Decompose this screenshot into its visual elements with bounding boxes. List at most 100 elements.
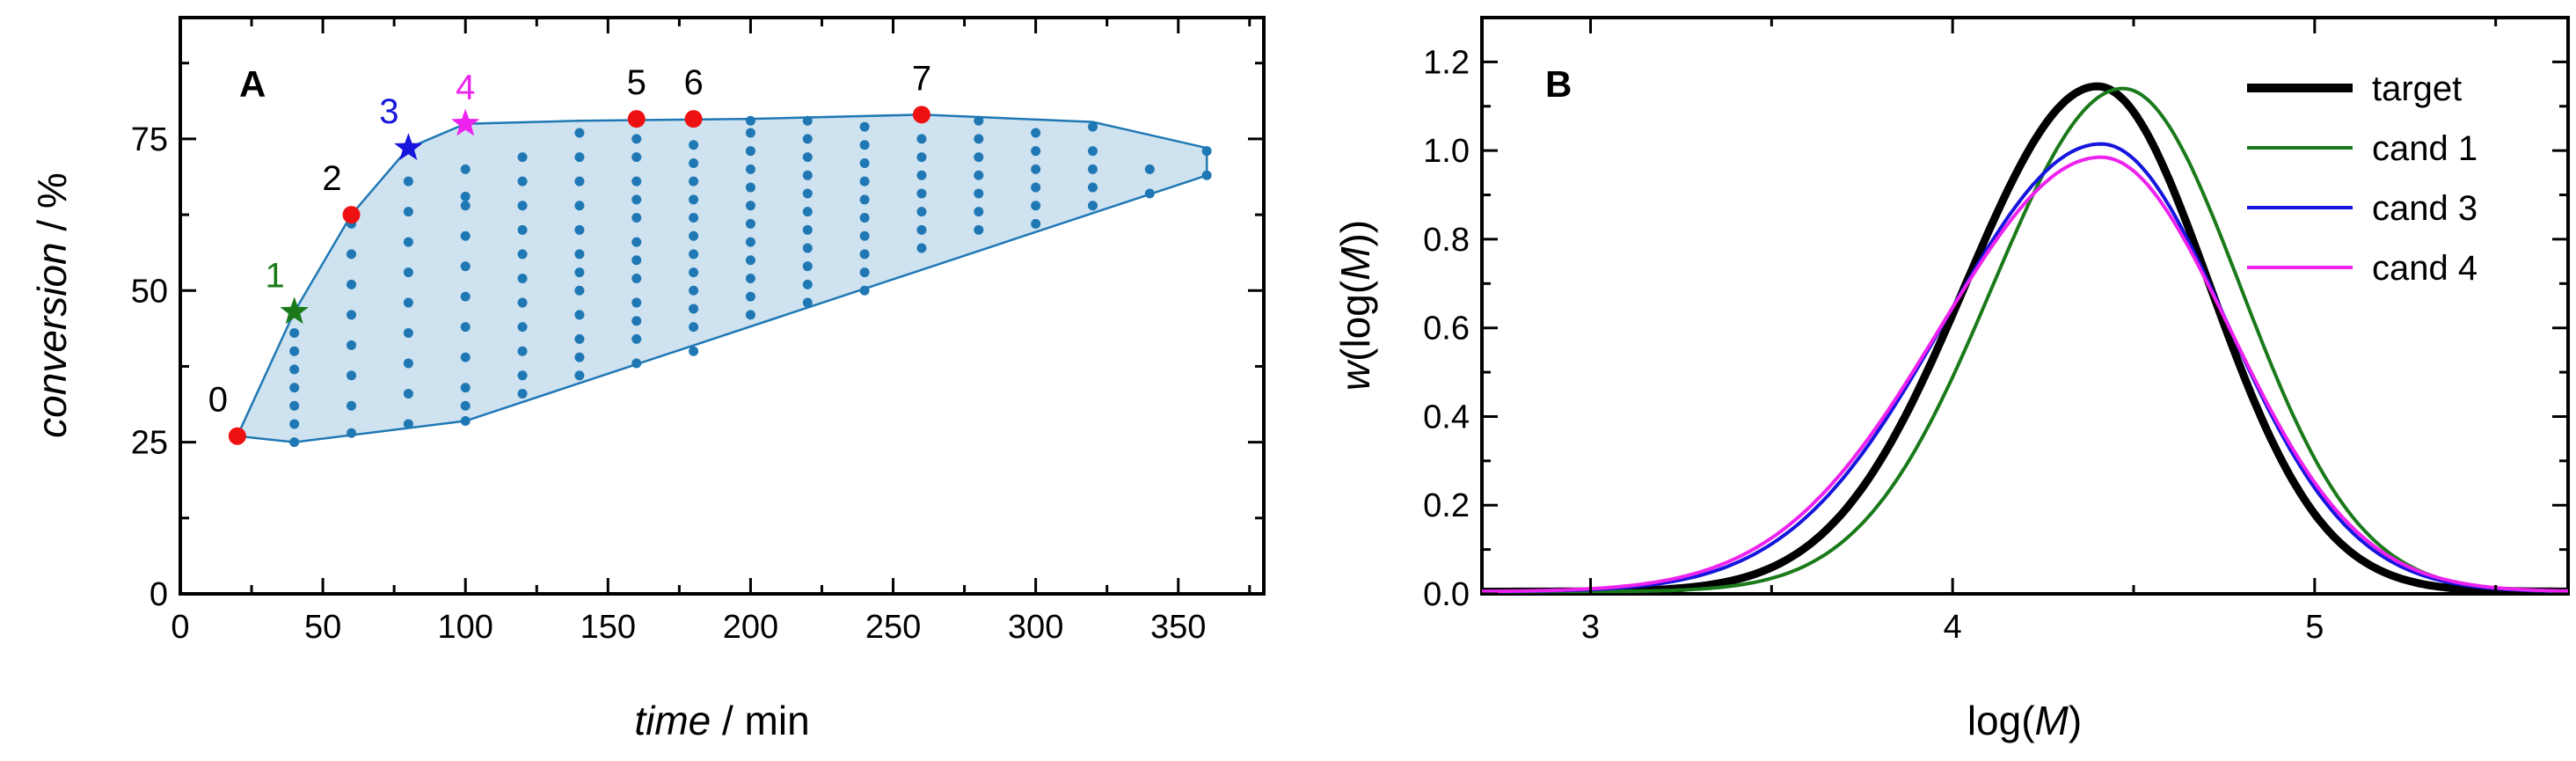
x-title-italic: time	[634, 698, 711, 743]
grid-point	[460, 191, 471, 201]
grid-point	[859, 121, 870, 132]
grid-point	[460, 400, 471, 411]
grid-point	[403, 297, 413, 308]
grid-point	[460, 352, 471, 362]
panel-a-x-axis-title: time / min	[634, 698, 809, 743]
grid-point	[859, 285, 870, 296]
series-line-cand-4	[1481, 155, 2569, 594]
grid-point	[802, 224, 813, 235]
legend-label: cand 1	[2372, 129, 2477, 168]
x-tick-label: 200	[723, 609, 778, 646]
y-tick-label: 75	[131, 121, 168, 158]
y-title-italic: conversion	[29, 242, 75, 437]
grid-point	[403, 419, 413, 429]
grid-point	[859, 194, 870, 205]
grid-point	[403, 207, 413, 217]
grid-point	[802, 243, 813, 253]
y-title-italic: w	[1332, 359, 1378, 391]
grid-point	[859, 267, 870, 278]
grid-point	[916, 224, 927, 235]
grid-point	[689, 304, 699, 314]
grid-point	[689, 230, 699, 241]
grid-point	[403, 358, 413, 369]
grid-point	[347, 370, 357, 381]
grid-point	[802, 115, 813, 126]
grid-point	[745, 182, 755, 193]
panel-a-y-axis-title: conversion / %	[29, 172, 75, 438]
grid-point	[574, 224, 585, 235]
grid-point	[745, 310, 755, 320]
y-tick-label: 0.8	[1423, 222, 1470, 259]
x-tick-label: 0	[171, 609, 189, 646]
grid-point	[689, 194, 699, 205]
grid-point	[802, 261, 813, 272]
grid-point	[745, 273, 755, 283]
grid-point	[745, 218, 755, 229]
grid-point	[859, 230, 870, 241]
grid-point	[403, 237, 413, 247]
legend: target cand 1 cand 3 cand 4	[2247, 70, 2477, 288]
grid-point	[460, 322, 471, 333]
circle-marker	[684, 110, 703, 128]
grid-point	[460, 201, 471, 211]
grid-point	[631, 273, 642, 283]
grid-point	[289, 328, 300, 339]
grid-point	[403, 328, 413, 339]
grid-point	[460, 164, 471, 174]
grid-point	[974, 115, 984, 126]
point-label: 2	[322, 159, 341, 198]
grid-point	[574, 285, 585, 296]
point-label: 7	[912, 59, 931, 98]
circle-marker	[228, 427, 246, 445]
grid-point	[574, 249, 585, 260]
grid-point	[1144, 188, 1155, 199]
grid-point	[1087, 146, 1098, 157]
circle-marker	[627, 110, 646, 128]
grid-point	[289, 419, 300, 429]
grid-point	[289, 400, 300, 411]
grid-point	[403, 267, 413, 278]
grid-point	[403, 388, 413, 399]
grid-point	[689, 267, 699, 278]
grid-point	[631, 194, 642, 205]
x-title-rest: / min	[711, 698, 809, 743]
grid-point	[802, 279, 813, 289]
point-label: 1	[266, 256, 285, 295]
y-tick-label: 0	[150, 576, 168, 613]
series-line-cand-3	[1482, 142, 2568, 594]
grid-point	[631, 255, 642, 266]
grid-point	[574, 176, 585, 187]
grid-point	[1201, 170, 1212, 180]
x-tick-label: 5	[2305, 609, 2324, 646]
x-tick-label: 300	[1008, 609, 1063, 646]
circle-marker	[342, 206, 361, 224]
grid-point	[631, 237, 642, 247]
grid-point	[517, 273, 528, 283]
y-tick-label: 0.6	[1423, 311, 1470, 348]
star-marker	[280, 296, 309, 325]
grid-point	[289, 346, 300, 356]
grid-point	[631, 358, 642, 369]
labeled-points: 0 1 23 4 5 6 7	[208, 59, 931, 445]
x-tick-label: 250	[865, 609, 921, 646]
grid-point	[1031, 218, 1041, 229]
grid-point	[745, 201, 755, 211]
y-tick-label: 0.2	[1423, 487, 1470, 524]
grid-point	[460, 261, 471, 272]
grid-point	[745, 128, 755, 138]
grid-point	[1087, 201, 1098, 211]
grid-point	[689, 346, 699, 356]
y-tick-label: 50	[131, 273, 168, 310]
grid-point	[517, 201, 528, 211]
x-title-italic: M	[2035, 698, 2069, 743]
grid-point	[974, 224, 984, 235]
grid-point	[689, 176, 699, 187]
x-tick-label: 4	[1944, 609, 1962, 646]
grid-point	[1201, 146, 1212, 157]
grid-point	[689, 140, 699, 150]
grid-point	[574, 310, 585, 320]
grid-point	[859, 157, 870, 168]
grid-point	[689, 213, 699, 223]
grid-point	[745, 146, 755, 157]
grid-point	[802, 188, 813, 199]
